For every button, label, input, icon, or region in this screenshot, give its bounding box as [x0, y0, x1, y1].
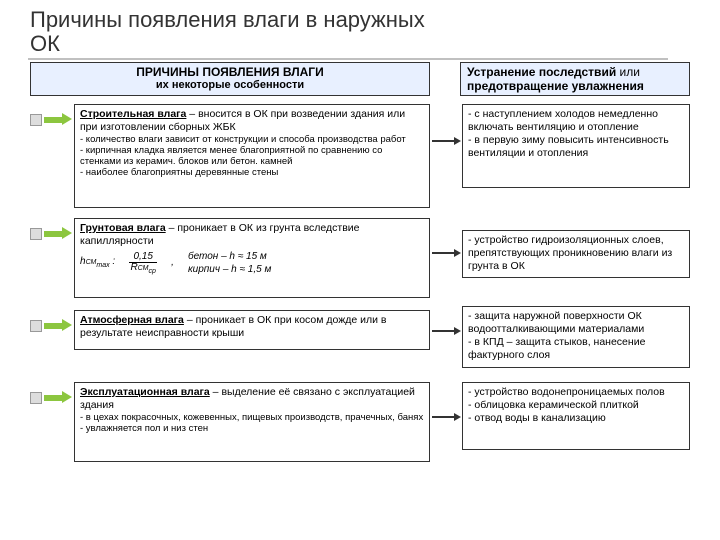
bullet-icon	[30, 228, 42, 240]
arrow-right-icon	[62, 113, 72, 125]
arrow-head-icon	[454, 249, 461, 257]
formula-examples: бетон – h ≈ 15 м кирпич – h ≈ 1,5 м	[188, 250, 271, 276]
bullet-icon	[30, 114, 42, 126]
page-title: Причины появления влаги в наружных ОК	[0, 0, 720, 56]
cause1-note2: - кирпичная кладка является менее благоп…	[80, 146, 424, 168]
cause2-title: Грунтовая влага	[80, 222, 166, 234]
header-solutions: Устранение последствий или предотвращени…	[460, 62, 690, 96]
cause-box-4: Эксплуатационная влага – выделение её св…	[74, 382, 430, 462]
arrow-head-icon	[454, 413, 461, 421]
arrow-bar-icon	[44, 117, 64, 123]
sol3-l1: - защита наружной поверхности ОК водоотт…	[468, 310, 684, 336]
arrow-right-icon	[62, 227, 72, 239]
sol4-l3: - отвод воды в канализацию	[468, 412, 684, 425]
formula-frac: 0,15 RСМср	[129, 252, 157, 275]
cause-box-3: Атмосферная влага – проникает в ОК при к…	[74, 310, 430, 350]
cause1-title: Строительная влага	[80, 108, 186, 120]
solution-box-3: - защита наружной поверхности ОК водоотт…	[462, 306, 690, 368]
cause4-note2: - увлажняется пол и низ стен	[80, 424, 424, 435]
arrow-right-icon	[62, 319, 72, 331]
arrow-shaft-icon	[432, 330, 456, 332]
header-causes: ПРИЧИНЫ ПОЯВЛЕНИЯ ВЛАГИ их некоторые осо…	[30, 62, 430, 96]
cause-box-1: Строительная влага – вносится в ОК при в…	[74, 104, 430, 208]
header-sol-b1: Устранение последствий	[467, 65, 616, 79]
arrow-right-icon	[62, 391, 72, 403]
bullet-icon	[30, 392, 42, 404]
arrow-bar-icon	[44, 323, 64, 329]
cause4-title: Эксплуатационная влага	[80, 386, 210, 398]
title-underline	[28, 58, 668, 60]
header-sol-or: или	[616, 65, 640, 79]
bullet-icon	[30, 320, 42, 332]
cause-box-2: Грунтовая влага – проникает в ОК из грун…	[74, 218, 430, 298]
sol2-l1: - устройство гидроизоляционных слоев, пр…	[468, 234, 684, 273]
header-causes-main: ПРИЧИНЫ ПОЯВЛЕНИЯ ВЛАГИ	[37, 65, 423, 79]
cause1-note3: - наиболее благоприятны деревянные стены	[80, 168, 424, 179]
solution-box-1: - с наступлением холодов немедленно вклю…	[462, 104, 690, 188]
arrow-head-icon	[454, 327, 461, 335]
arrow-bar-icon	[44, 395, 64, 401]
cause3-title: Атмосферная влага	[80, 314, 184, 326]
arrow-bar-icon	[44, 231, 64, 237]
solution-box-4: - устройство водонепроницаемых полов - о…	[462, 382, 690, 450]
sol1-l1: - с наступлением холодов немедленно вклю…	[468, 108, 684, 134]
header-causes-sub: их некоторые особенности	[37, 79, 423, 91]
title-line1: Причины появления влаги в наружных	[30, 7, 425, 32]
formula-h: hСМmax :	[80, 256, 115, 270]
title-line2: ОК	[30, 31, 60, 56]
arrow-shaft-icon	[432, 252, 456, 254]
sol1-l2: - в первую зиму повысить интенсивность в…	[468, 134, 684, 160]
sol4-l1: - устройство водонепроницаемых полов	[468, 386, 684, 399]
header-sol-b2: предотвращение увлажнения	[467, 79, 644, 93]
arrow-shaft-icon	[432, 416, 456, 418]
arrow-shaft-icon	[432, 140, 456, 142]
sol4-l2: - облицовка керамической плиткой	[468, 399, 684, 412]
arrow-head-icon	[454, 137, 461, 145]
solution-box-2: - устройство гидроизоляционных слоев, пр…	[462, 230, 690, 278]
sol3-l2: - в КПД – защита стыков, нанесение факту…	[468, 336, 684, 362]
